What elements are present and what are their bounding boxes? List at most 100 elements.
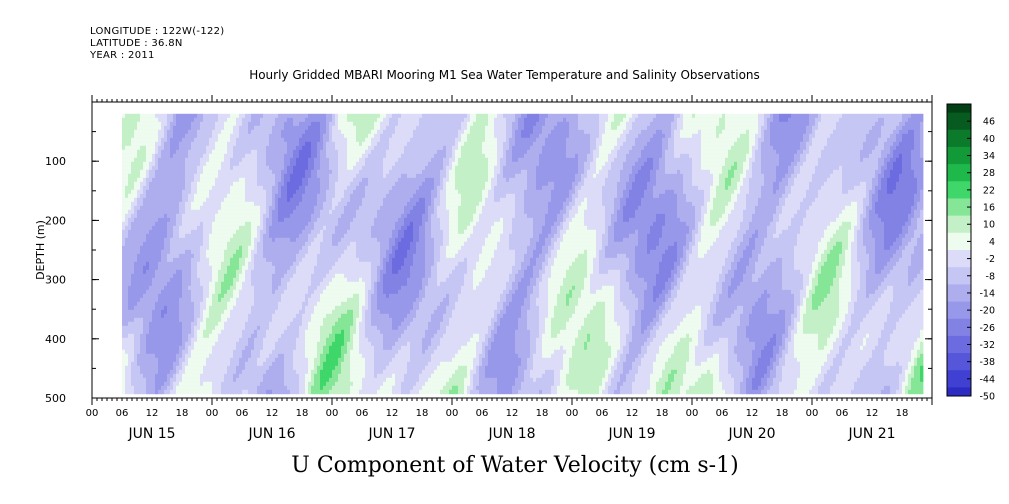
heatmap-cell <box>290 201 294 207</box>
heatmap-cell <box>206 353 210 359</box>
heatmap-cell <box>224 149 228 155</box>
heatmap-cell <box>137 169 141 175</box>
heatmap-cell <box>242 285 246 291</box>
heatmap-cell <box>281 129 285 135</box>
heatmap-cell <box>206 305 210 311</box>
heatmap-cell <box>224 117 228 123</box>
heatmap-cell <box>317 373 321 379</box>
heatmap-cell <box>137 121 141 127</box>
heatmap-cell <box>302 325 306 331</box>
heatmap-cell <box>203 317 207 323</box>
heatmap-cell <box>263 293 267 299</box>
heatmap-cell <box>233 289 237 295</box>
heatmap-cell <box>281 321 285 327</box>
heatmap-cell <box>164 357 168 363</box>
heatmap-cell <box>227 369 231 375</box>
heatmap-cell <box>299 177 303 183</box>
heatmap-cell <box>197 153 201 159</box>
heatmap-cell <box>272 225 276 231</box>
heatmap-cell <box>257 121 261 127</box>
heatmap-cell <box>125 121 129 127</box>
heatmap-cell <box>230 177 234 183</box>
heatmap-cell <box>191 241 195 247</box>
heatmap-cell <box>272 125 276 131</box>
heatmap-cell <box>275 245 279 251</box>
heatmap-cell <box>182 225 186 231</box>
heatmap-cell <box>143 245 147 251</box>
heatmap-cell <box>182 329 186 335</box>
heatmap-cell <box>314 357 318 363</box>
heatmap-cell <box>251 133 255 139</box>
heatmap-cell <box>254 149 258 155</box>
heatmap-cell <box>203 137 207 143</box>
heatmap-cell <box>155 165 159 171</box>
heatmap-cell <box>188 341 192 347</box>
heatmap-cell <box>245 217 249 223</box>
heatmap-cell <box>143 177 147 183</box>
heatmap-cell <box>143 165 147 171</box>
heatmap-cell <box>140 217 144 223</box>
heatmap-cell <box>182 197 186 203</box>
heatmap-cell <box>281 221 285 227</box>
heatmap-cell <box>287 309 291 315</box>
heatmap-cell <box>122 337 126 343</box>
heatmap-cell <box>230 297 234 303</box>
heatmap-cell <box>128 309 132 315</box>
heatmap-cell <box>206 269 210 275</box>
heatmap-cell <box>209 313 213 319</box>
heatmap-cell <box>173 113 177 119</box>
heatmap-cell <box>128 261 132 267</box>
heatmap-cell <box>161 269 165 275</box>
heatmap-cell <box>278 361 282 367</box>
heatmap-cell <box>233 217 237 223</box>
heatmap-cell <box>245 313 249 319</box>
heatmap-cell <box>146 353 150 359</box>
heatmap-cell <box>266 129 270 135</box>
heatmap-cell <box>155 329 159 335</box>
heatmap-cell <box>308 257 312 263</box>
heatmap-cell <box>329 161 333 167</box>
heatmap-cell <box>284 137 288 143</box>
heatmap-cell <box>233 193 237 199</box>
heatmap-cell <box>194 349 198 355</box>
heatmap-cell <box>191 165 195 171</box>
heatmap-cell <box>224 289 228 295</box>
heatmap-cell <box>230 373 234 379</box>
heatmap-cell <box>269 377 273 383</box>
heatmap-cell <box>218 113 222 119</box>
heatmap-cell <box>224 353 228 359</box>
heatmap-cell <box>155 229 159 235</box>
heatmap-cell <box>272 385 276 391</box>
heatmap-cell <box>308 337 312 343</box>
heatmap-cell <box>320 201 324 207</box>
heatmap-cell <box>125 193 129 199</box>
heatmap-cell <box>185 141 189 147</box>
heatmap-cell <box>125 269 129 275</box>
heatmap-cell <box>305 377 309 383</box>
heatmap-cell <box>134 337 138 343</box>
heatmap-cell <box>302 113 306 119</box>
heatmap-cell <box>329 277 333 283</box>
heatmap-cell <box>284 369 288 375</box>
heatmap-cell <box>224 237 228 243</box>
heatmap-cell <box>122 305 126 311</box>
heatmap-cell <box>170 273 174 279</box>
heatmap-cell <box>281 169 285 175</box>
heatmap-cell <box>155 281 159 287</box>
heatmap-cell <box>167 381 171 387</box>
heatmap-cell <box>143 233 147 239</box>
heatmap-cell <box>152 225 156 231</box>
heatmap-cell <box>221 153 225 159</box>
heatmap-cell <box>299 261 303 267</box>
heatmap-cell <box>314 329 318 335</box>
heatmap-cell <box>227 269 231 275</box>
heatmap-cell <box>311 197 315 203</box>
heatmap-cell <box>215 341 219 347</box>
heatmap-cell <box>329 357 333 363</box>
heatmap-cell <box>152 217 156 223</box>
heatmap-cell <box>125 365 129 371</box>
heatmap-cell <box>167 161 171 167</box>
heatmap-cell <box>131 385 135 391</box>
heatmap-cell <box>236 365 240 371</box>
heatmap-cell <box>140 149 144 155</box>
